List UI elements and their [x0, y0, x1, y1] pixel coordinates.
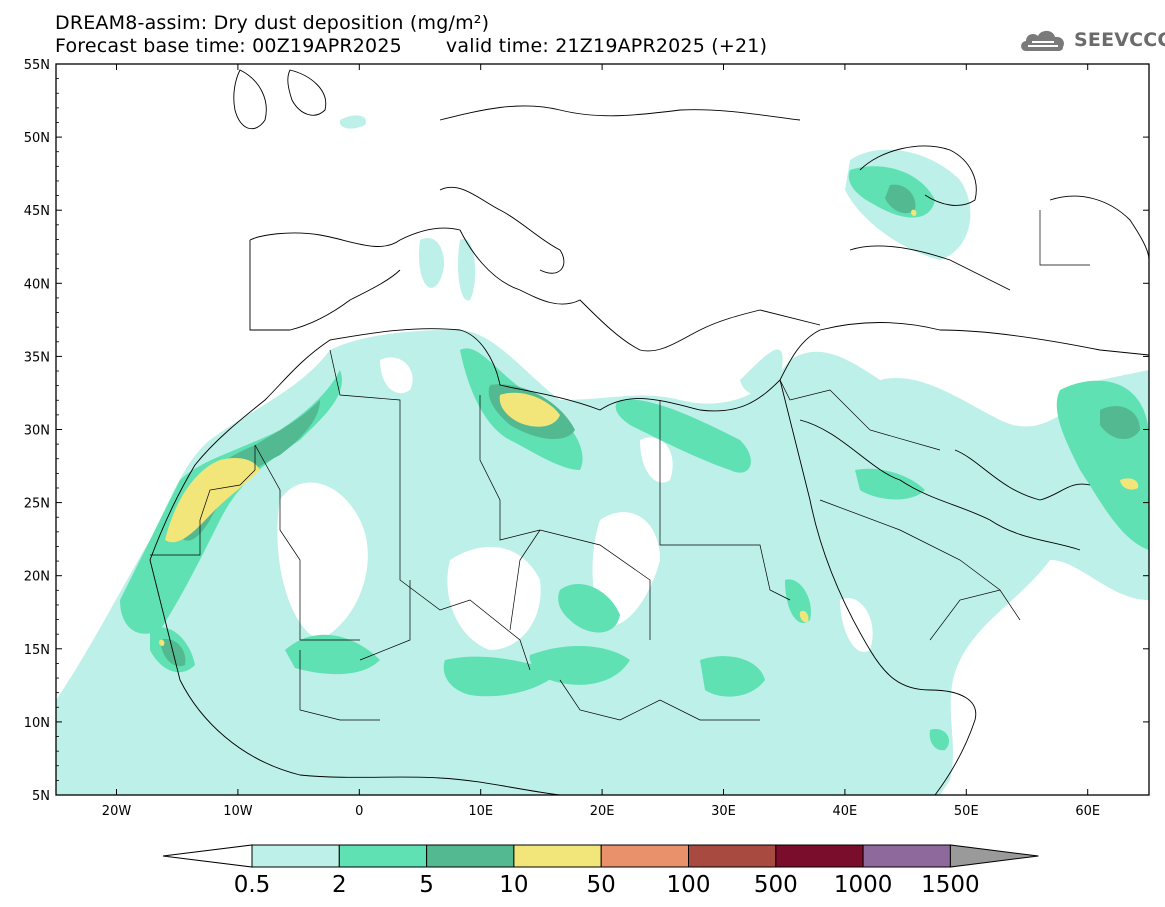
colorbar-swatch	[513, 844, 602, 868]
lon-label: 10E	[468, 804, 493, 819]
time-info: Forecast base time: 00Z19APR2025 valid ti…	[55, 36, 767, 56]
colorbar-low-triangle	[162, 844, 253, 868]
coastlines-borders	[149, 69, 1149, 795]
colorbar-swatch	[600, 844, 690, 868]
deposition-level-0.5	[56, 115, 1149, 795]
deposition-level-10	[159, 209, 1139, 646]
colorbar-label: 10	[499, 872, 528, 898]
lon-label: 20W	[102, 804, 132, 819]
map-title: DREAM8-assim: Dry dust deposition (mg/m²…	[55, 12, 490, 34]
lon-label: 50E	[954, 804, 979, 819]
longitude-axis: 20W 10W 0 10E 20E 30E 40E 50E 60E	[102, 64, 1100, 819]
colorbar-swatch	[426, 844, 515, 868]
lon-label: 60E	[1075, 804, 1100, 819]
colorbar-swatch	[688, 844, 777, 868]
latitude-axis: 55N 50N 45N 40N 35N 30N 25N 20N 15N 10N 5N	[24, 58, 1149, 804]
colorbar-label: 500	[754, 872, 798, 898]
valid-time: valid time: 21Z19APR2025 (+21)	[445, 35, 768, 57]
lon-label: 0	[355, 804, 363, 819]
colorbar-label: 0.5	[234, 872, 271, 898]
colorbar: 0.5 2 5 10 50 100 500 1000 1500	[162, 844, 1039, 898]
base-time: Forecast base time: 00Z19APR2025	[55, 35, 402, 57]
colorbar-high-triangle	[949, 844, 1039, 868]
colorbar-label: 100	[667, 872, 711, 898]
colorbar-label: 5	[419, 872, 434, 898]
lat-label: 55N	[24, 58, 50, 73]
map-plot-area	[56, 69, 1149, 795]
colorbar-label: 2	[332, 872, 347, 898]
lat-label: 40N	[24, 277, 50, 292]
colorbar-swatch	[862, 844, 951, 868]
lat-label: 30N	[24, 424, 50, 439]
lat-label: 5N	[32, 789, 50, 804]
colorbar-label: 50	[587, 872, 616, 898]
colorbar-label: 1000	[834, 872, 893, 898]
lat-label: 20N	[24, 570, 50, 585]
cloud-icon	[1021, 30, 1065, 51]
lat-label: 35N	[24, 350, 50, 365]
lon-label: 30E	[711, 804, 736, 819]
country-borders	[150, 210, 1090, 721]
colorbar-label: 1500	[921, 872, 980, 898]
colorbar-swatch	[251, 844, 340, 868]
lat-label: 10N	[24, 716, 50, 731]
lat-label: 50N	[24, 131, 50, 146]
lon-label: 20E	[590, 804, 615, 819]
logo-text: SEEVCCC	[1074, 29, 1165, 51]
lon-label: 40E	[833, 804, 858, 819]
lat-label: 45N	[24, 204, 50, 219]
colorbar-swatch	[338, 844, 428, 868]
seevccc-logo: SEEVCCC	[1018, 26, 1165, 54]
lat-label: 25N	[24, 497, 50, 512]
colorbar-swatch	[775, 844, 864, 868]
lat-label: 15N	[24, 643, 50, 658]
lon-label: 10W	[223, 804, 253, 819]
